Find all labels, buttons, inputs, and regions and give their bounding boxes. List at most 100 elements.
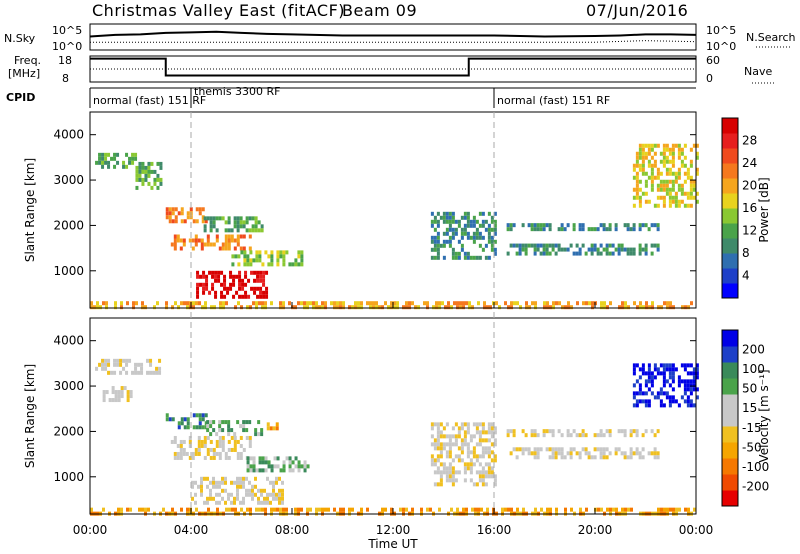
power-cb-tick-0: 4 xyxy=(742,269,750,283)
vel-cb-swatch-3 xyxy=(722,442,738,459)
freq-ytick-bottom-right: 0 xyxy=(706,72,713,85)
xtick-5: 20:00 xyxy=(578,523,613,537)
power-cb-swatch-7 xyxy=(722,178,738,194)
nsky-frame xyxy=(89,23,697,51)
power-cb-swatch-5 xyxy=(722,208,738,224)
power-cb-tick-1: 8 xyxy=(742,246,750,260)
vel-cb-tick-5: 50 xyxy=(742,382,757,396)
power-cb-tick-2: 12 xyxy=(742,224,757,238)
vel-cb-tick-4: 15 xyxy=(742,401,757,415)
velocity-panel-region-11 xyxy=(632,363,699,408)
vel-cb-tick-0: -200 xyxy=(742,479,769,493)
beam-label: Beam 09 xyxy=(342,1,417,20)
cpid-segment-2: normal (fast) 151 RF xyxy=(497,94,610,107)
xtick-6: 00:00 xyxy=(679,523,714,537)
power-panel-region-1 xyxy=(135,161,163,190)
power-panel-region-10 xyxy=(506,223,660,232)
xtick-4: 16:00 xyxy=(477,523,512,537)
xtick-2: 08:00 xyxy=(275,523,310,537)
vel-cb-tick-1: -100 xyxy=(742,460,769,474)
power-ylabel: Slant Range [km] xyxy=(23,158,37,262)
xtick-3: 12:00 xyxy=(376,523,411,537)
cpid-segment-0: normal (fast) 151 RF xyxy=(93,94,206,107)
time-axis-ticks: 00:00 04:00 08:00 12:00 16:00 20:00 00:00 xyxy=(73,302,714,537)
power-cb-swatch-4 xyxy=(722,223,738,239)
nsky-ytick-bottom-left: 10^0 xyxy=(52,40,82,53)
nsky-ytick-top-right: 10^5 xyxy=(706,24,736,37)
power-heatmap xyxy=(90,143,699,310)
vel-cb-swatch-9 xyxy=(722,346,738,363)
nsky-series-0 xyxy=(89,30,697,38)
vel-cb-frame xyxy=(721,329,739,507)
date-label: 07/Jun/2016 xyxy=(586,1,688,20)
velocity-panel-region-5 xyxy=(246,456,310,473)
power-cb-tick-4: 20 xyxy=(742,179,757,193)
power-cb-swatch-2 xyxy=(722,253,738,269)
vel-cb-swatch-1 xyxy=(722,474,738,491)
power-panel-region-7 xyxy=(90,301,693,310)
nsky-series-1 xyxy=(90,40,697,43)
power-panel-region-5 xyxy=(231,250,304,267)
power-cb-tick-5: 24 xyxy=(742,156,757,170)
cpid-label: CPID xyxy=(6,91,35,104)
velocity-panel-region-8 xyxy=(430,422,497,487)
velocity-panel-region-2 xyxy=(165,413,208,430)
power-panel-region-9 xyxy=(506,243,660,256)
vel-cb-swatch-10 xyxy=(722,330,738,347)
freq-label-line2: [MHz] xyxy=(8,67,40,80)
nsearch-label: N.Search xyxy=(746,31,796,44)
mode-change-markers xyxy=(190,112,495,514)
power-panel-ytick-0: 1000 xyxy=(53,264,84,278)
vel-cb-swatch-4 xyxy=(722,426,738,443)
nsky-ytick-top-left: 10^5 xyxy=(52,24,82,37)
vel-cb-tick-6: 100 xyxy=(742,362,765,376)
velocity-yticks: 1000 2000 3000 4000 xyxy=(53,334,696,484)
velocity-colorbar-label: Velocity [m s⁻¹] xyxy=(757,369,771,462)
vel-cb-tick-3: -15 xyxy=(742,421,762,435)
velocity-panel-region-6 xyxy=(191,476,284,505)
power-cb-swatch-1 xyxy=(722,268,738,284)
vel-cb-swatch-8 xyxy=(722,362,738,379)
velocity-panel-region-0 xyxy=(95,358,162,375)
time-axis-label: Time UT xyxy=(367,537,418,551)
freq-ytick-bottom-left: 8 xyxy=(62,72,69,85)
power-cb-swatch-10 xyxy=(722,133,738,149)
velocity-ylabel: Slant Range [km] xyxy=(23,364,37,468)
nsky-ytick-bottom-right: 10^0 xyxy=(706,40,736,53)
power-cb-swatch-8 xyxy=(722,163,738,179)
vel-cb-tick-7: 200 xyxy=(742,343,765,357)
power-panel-region-3 xyxy=(203,216,264,233)
velocity-panel-region-3 xyxy=(206,420,264,437)
velocity-panel-region-12 xyxy=(266,422,279,431)
power-cb-frame xyxy=(721,117,739,299)
power-panel-region-4 xyxy=(170,234,252,251)
power-panel-region-8 xyxy=(430,211,497,260)
power-panel-ytick-2: 3000 xyxy=(53,173,84,187)
nsky-series-group xyxy=(89,30,697,43)
power-yticks: 1000 2000 3000 4000 xyxy=(53,128,696,278)
power-panel-region-6 xyxy=(196,270,269,299)
freq-ytick-top-left: 18 xyxy=(58,54,72,67)
vel-cb-swatch-7 xyxy=(722,378,738,395)
vel-cb-swatch-6 xyxy=(722,394,738,411)
power-cb-tick-6: 28 xyxy=(742,134,757,148)
xtick-0: 00:00 xyxy=(73,523,108,537)
velocity-panel-region-10 xyxy=(506,429,660,438)
velocity-panel-region-4 xyxy=(170,435,252,460)
power-cb-swatch-0 xyxy=(722,283,738,299)
cpid-segment-1: themis 3300 RF xyxy=(194,85,281,98)
freq-series-0 xyxy=(90,57,696,77)
vel-cb-swatch-5 xyxy=(722,410,738,427)
vel-cb-swatch-0 xyxy=(722,490,738,507)
xtick-1: 04:00 xyxy=(174,523,209,537)
power-colorbar: 4 8 12 16 20 24 28 xyxy=(721,117,757,299)
nsky-label: N.Sky xyxy=(4,32,36,45)
velocity-panel-bg xyxy=(90,318,696,514)
freq-series-group xyxy=(90,57,696,77)
power-cb-swatch-11 xyxy=(722,118,738,134)
velocity-panel-region-9 xyxy=(509,447,660,460)
velocity-panel-ytick-2: 3000 xyxy=(53,379,84,393)
